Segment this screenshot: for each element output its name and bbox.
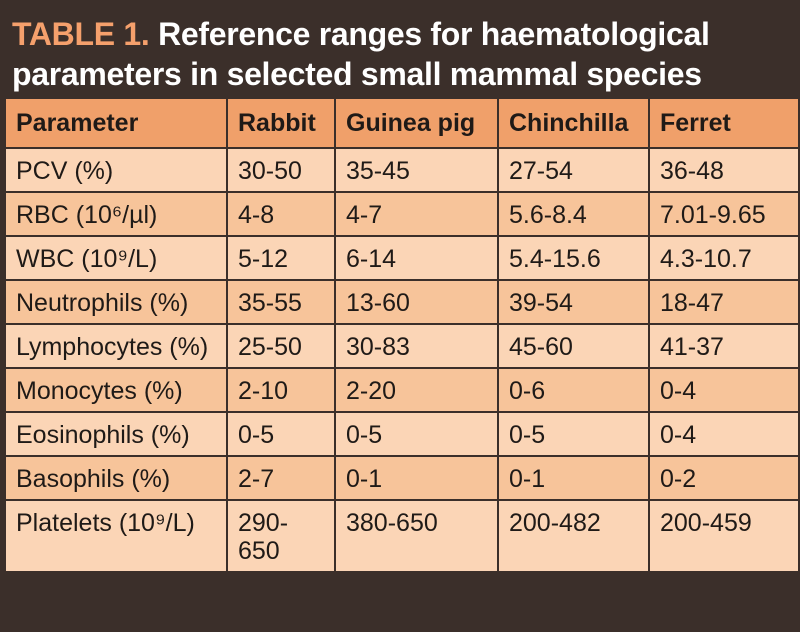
cell-guinea-pig: 30-83 xyxy=(334,323,499,369)
cell-parameter: PCV (%) xyxy=(4,147,228,193)
cell-guinea-pig: 4-7 xyxy=(334,191,499,237)
cell-guinea-pig: 380-650 xyxy=(334,499,499,573)
cell-ferret: 18-47 xyxy=(648,279,800,325)
table-row: Monocytes (%) 2-10 2-20 0-6 0-4 xyxy=(4,367,800,413)
cell-parameter: Neutrophils (%) xyxy=(4,279,228,325)
cell-rabbit: 30-50 xyxy=(226,147,336,193)
cell-chinchilla: 5.4-15.6 xyxy=(497,235,650,281)
cell-rabbit: 2-10 xyxy=(226,367,336,413)
cell-ferret: 7.01-9.65 xyxy=(648,191,800,237)
table-row: PCV (%) 30-50 35-45 27-54 36-48 xyxy=(4,147,800,193)
header-rabbit: Rabbit xyxy=(226,97,336,149)
reference-ranges-table: Parameter Rabbit Guinea pig Chinchilla F… xyxy=(4,97,800,573)
table-row: Neutrophils (%) 35-55 13-60 39-54 18-47 xyxy=(4,279,800,325)
cell-parameter: Basophils (%) xyxy=(4,455,228,501)
cell-rabbit: 0-5 xyxy=(226,411,336,457)
table-number: TABLE 1. xyxy=(12,16,150,52)
cell-chinchilla: 0-1 xyxy=(497,455,650,501)
table-header-row: Parameter Rabbit Guinea pig Chinchilla F… xyxy=(4,97,800,149)
cell-ferret: 36-48 xyxy=(648,147,800,193)
table-row: Basophils (%) 2-7 0-1 0-1 0-2 xyxy=(4,455,800,501)
cell-chinchilla: 5.6-8.4 xyxy=(497,191,650,237)
cell-chinchilla: 45-60 xyxy=(497,323,650,369)
cell-parameter: Lymphocytes (%) xyxy=(4,323,228,369)
cell-rabbit: 290-650 xyxy=(226,499,336,573)
table-row: RBC (10⁶/µl) 4-8 4-7 5.6-8.4 7.01-9.65 xyxy=(4,191,800,237)
header-parameter: Parameter xyxy=(4,97,228,149)
cell-guinea-pig: 35-45 xyxy=(334,147,499,193)
table-title: TABLE 1. Reference ranges for haematolog… xyxy=(12,14,792,94)
table-row: WBC (10⁹/L) 5-12 6-14 5.4-15.6 4.3-10.7 xyxy=(4,235,800,281)
cell-parameter: RBC (10⁶/µl) xyxy=(4,191,228,237)
table-row: Platelets (10⁹/L) 290-650 380-650 200-48… xyxy=(4,499,800,573)
table-row: Lymphocytes (%) 25-50 30-83 45-60 41-37 xyxy=(4,323,800,369)
cell-parameter: WBC (10⁹/L) xyxy=(4,235,228,281)
cell-rabbit: 5-12 xyxy=(226,235,336,281)
cell-ferret: 200-459 xyxy=(648,499,800,573)
cell-parameter: Monocytes (%) xyxy=(4,367,228,413)
cell-ferret: 4.3-10.7 xyxy=(648,235,800,281)
cell-rabbit: 35-55 xyxy=(226,279,336,325)
header-guinea-pig: Guinea pig xyxy=(334,97,499,149)
cell-guinea-pig: 0-5 xyxy=(334,411,499,457)
header-chinchilla: Chinchilla xyxy=(497,97,650,149)
cell-ferret: 0-4 xyxy=(648,411,800,457)
cell-guinea-pig: 0-1 xyxy=(334,455,499,501)
cell-guinea-pig: 2-20 xyxy=(334,367,499,413)
cell-chinchilla: 0-6 xyxy=(497,367,650,413)
header-ferret: Ferret xyxy=(648,97,800,149)
cell-chinchilla: 200-482 xyxy=(497,499,650,573)
cell-rabbit: 4-8 xyxy=(226,191,336,237)
cell-rabbit: 25-50 xyxy=(226,323,336,369)
cell-rabbit: 2-7 xyxy=(226,455,336,501)
cell-ferret: 41-37 xyxy=(648,323,800,369)
cell-chinchilla: 0-5 xyxy=(497,411,650,457)
cell-ferret: 0-2 xyxy=(648,455,800,501)
cell-parameter: Eosinophils (%) xyxy=(4,411,228,457)
cell-ferret: 0-4 xyxy=(648,367,800,413)
cell-parameter: Platelets (10⁹/L) xyxy=(4,499,228,573)
cell-guinea-pig: 6-14 xyxy=(334,235,499,281)
cell-chinchilla: 27-54 xyxy=(497,147,650,193)
cell-chinchilla: 39-54 xyxy=(497,279,650,325)
cell-guinea-pig: 13-60 xyxy=(334,279,499,325)
table-row: Eosinophils (%) 0-5 0-5 0-5 0-4 xyxy=(4,411,800,457)
table-caption: Reference ranges for haematological para… xyxy=(12,16,710,92)
